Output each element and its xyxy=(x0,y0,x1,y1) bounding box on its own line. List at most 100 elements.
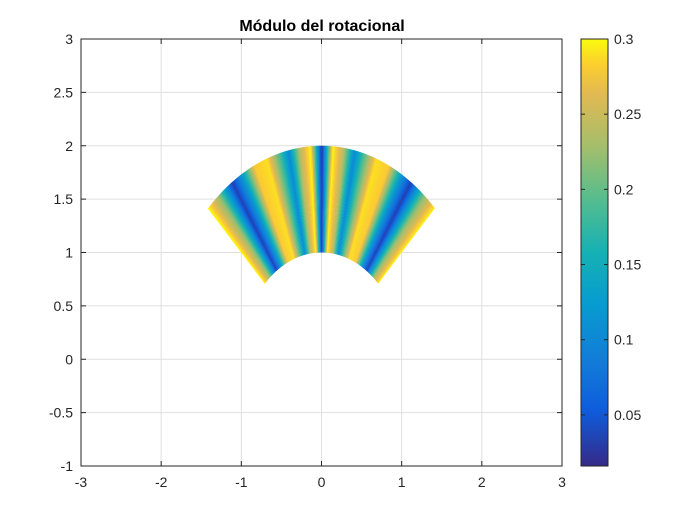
field-cell xyxy=(255,163,290,262)
field-cell xyxy=(377,205,434,284)
field-cell xyxy=(247,169,286,265)
x-tick-label: -3 xyxy=(75,474,88,490)
field-cell xyxy=(375,200,430,281)
y-tick-label: 2.5 xyxy=(54,84,74,100)
field-cell xyxy=(243,171,284,266)
field-cell xyxy=(340,151,361,256)
y-tick-label: 2 xyxy=(65,138,73,154)
field-cell xyxy=(245,169,285,266)
field-cell xyxy=(366,183,414,272)
field-cell xyxy=(321,145,323,253)
colorbar: 0.05 0.1 0.15 0.2 0.25 0.3 xyxy=(580,31,641,467)
field-cell xyxy=(228,184,276,273)
colorbar-tick-label: 0.1 xyxy=(614,332,634,348)
field-cell xyxy=(211,201,268,282)
field-cell xyxy=(230,182,277,272)
y-axis-ticks: -1 -0.5 0 0.5 1 1.5 2 2.5 3 xyxy=(49,31,562,474)
field-cell xyxy=(357,167,395,265)
field-cell xyxy=(338,150,358,256)
y-tick-label: 1.5 xyxy=(54,191,74,207)
field-cell xyxy=(330,147,342,254)
field-cell xyxy=(322,145,326,253)
field-cell xyxy=(342,153,366,257)
field-cell xyxy=(345,155,372,258)
colorbar-tick-label: 0.15 xyxy=(614,257,641,273)
field-cell xyxy=(221,191,273,276)
x-tick-label: -2 xyxy=(155,474,168,490)
field-cell xyxy=(371,191,423,277)
field-cell xyxy=(349,159,379,260)
field-cell xyxy=(231,181,278,271)
x-tick-label: -1 xyxy=(235,474,248,490)
colorbar-gradient xyxy=(581,39,608,466)
field-cell xyxy=(239,174,282,268)
field-cell xyxy=(353,164,388,263)
field-cell xyxy=(263,159,294,260)
field-cell xyxy=(207,206,266,284)
field-cell xyxy=(360,172,401,267)
field-cell xyxy=(275,154,300,257)
field-cell xyxy=(252,165,288,263)
field-cell xyxy=(324,145,329,253)
field-cell xyxy=(222,189,273,276)
field-cell xyxy=(249,167,287,264)
field-cell xyxy=(361,174,403,268)
field-cell xyxy=(373,196,427,279)
colorbar-tick-label: 0.05 xyxy=(614,407,641,423)
field-cell xyxy=(244,170,284,266)
field-cell xyxy=(333,148,347,254)
field-cell xyxy=(258,162,291,262)
field-cell xyxy=(337,149,355,255)
field-cell xyxy=(357,168,396,265)
field-cell xyxy=(328,146,337,253)
curl-magnitude-field xyxy=(207,145,435,284)
chart-title: Módulo del rotacional xyxy=(239,18,404,35)
field-cell xyxy=(375,201,431,282)
field-cell xyxy=(268,156,297,259)
field-cell xyxy=(335,149,353,255)
field-cell xyxy=(331,147,343,254)
field-cell xyxy=(365,180,412,271)
field-cell xyxy=(344,154,369,258)
field-cell xyxy=(232,180,278,271)
field-cell xyxy=(350,160,382,261)
field-cell xyxy=(267,157,296,259)
field-cell xyxy=(351,161,383,261)
field-cell xyxy=(248,168,286,265)
field-cell xyxy=(220,192,272,277)
field-cell xyxy=(348,158,378,260)
field-cell xyxy=(362,176,406,269)
field-cell xyxy=(335,148,351,255)
field-cell xyxy=(350,159,381,260)
field-cell xyxy=(271,155,298,258)
x-axis-ticks: -3 -2 -1 0 1 2 3 xyxy=(75,39,566,490)
field-cell xyxy=(208,205,266,284)
field-cell xyxy=(346,156,374,259)
field-cell xyxy=(371,193,424,277)
field-cell xyxy=(238,175,281,268)
x-tick-label: 2 xyxy=(478,474,486,490)
x-tick-label: 3 xyxy=(558,474,566,490)
field-cell xyxy=(209,204,267,283)
colorbar-ticks: 0.05 0.1 0.15 0.2 0.25 0.3 xyxy=(581,31,641,423)
field-cell xyxy=(224,187,274,275)
field-cell xyxy=(338,150,357,256)
field-cell xyxy=(262,159,293,261)
y-tick-label: 1 xyxy=(65,245,73,261)
field-cell xyxy=(355,165,391,263)
field-cell xyxy=(374,199,429,280)
field-cell xyxy=(352,161,385,261)
field-cell xyxy=(356,167,394,264)
field-cell xyxy=(355,166,392,264)
field-cell xyxy=(218,194,271,278)
field-cell xyxy=(237,176,281,269)
field-cell xyxy=(324,145,330,253)
field-cell xyxy=(340,151,362,256)
field-cell xyxy=(342,152,365,257)
field-cell xyxy=(327,146,336,253)
field-cell xyxy=(274,154,299,258)
plot-axes: -3 -2 -1 0 1 2 3 -1 -0.5 0 0.5 1 1.5 2 2.5 3 xyxy=(49,31,566,490)
field-cell xyxy=(364,178,409,270)
field-cell xyxy=(329,146,339,254)
field-cell xyxy=(254,164,289,263)
